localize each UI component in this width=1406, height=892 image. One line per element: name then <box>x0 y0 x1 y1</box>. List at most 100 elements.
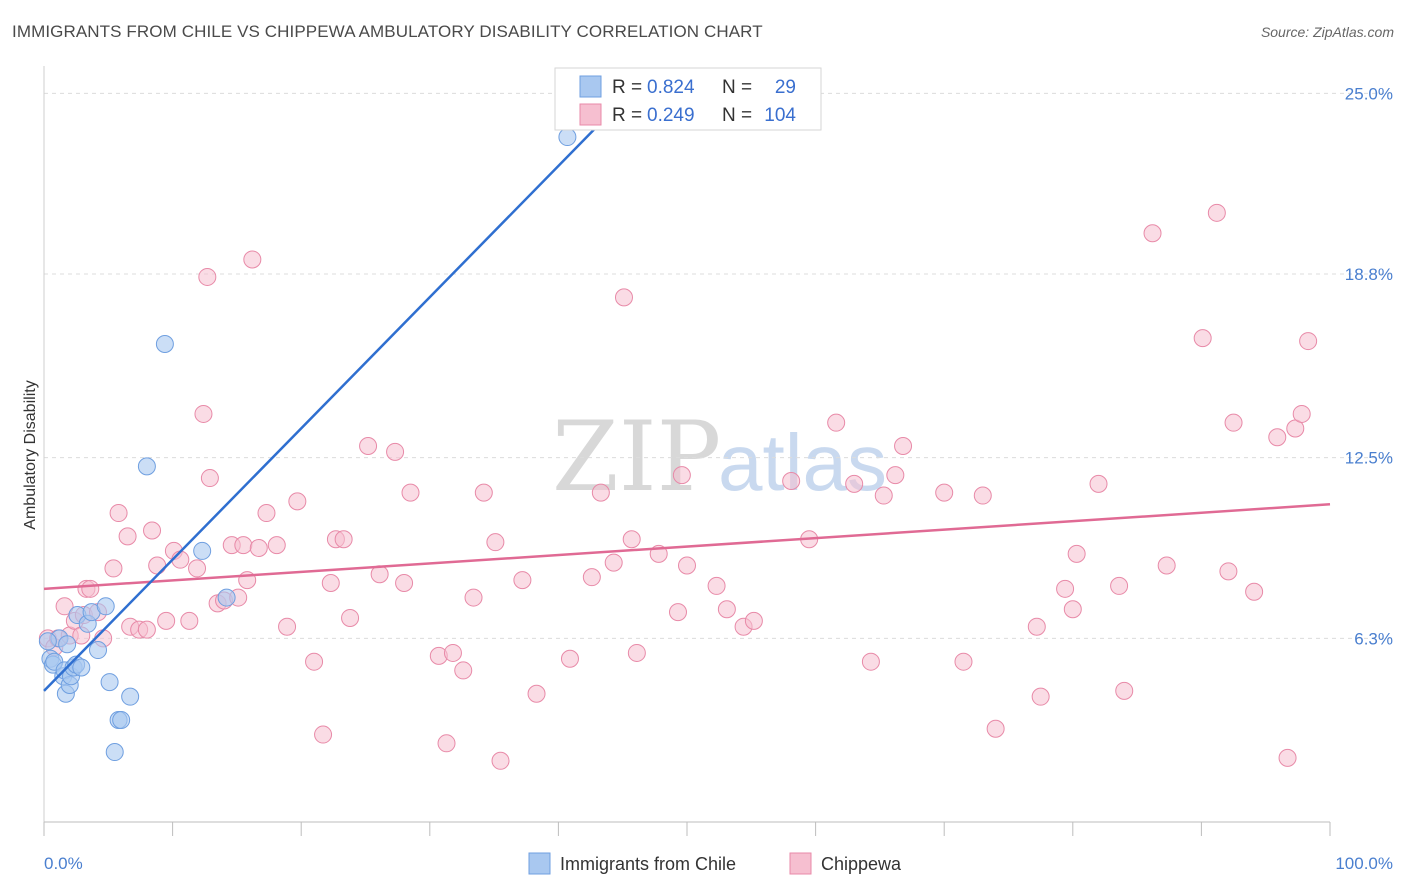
chippewa-point <box>81 579 100 598</box>
watermark-zip: ZIP <box>552 401 721 513</box>
chippewa-point <box>707 576 726 595</box>
x-tick-label-max: 100.0% <box>1335 854 1393 873</box>
chippewa-point <box>321 573 340 592</box>
chippewa-point <box>894 437 913 455</box>
stats-n-label-chippewa: N = <box>722 105 752 126</box>
stats-swatch-chile <box>579 75 602 98</box>
chippewa-point <box>486 533 505 552</box>
chippewa-point <box>1299 332 1318 351</box>
chile-point <box>89 641 108 660</box>
chippewa-point <box>874 486 893 505</box>
chippewa-point <box>986 719 1005 738</box>
chile-point <box>58 635 77 654</box>
y-tick-label: 6.3% <box>1354 629 1393 648</box>
chippewa-point <box>437 734 456 753</box>
chippewa-point <box>137 620 156 639</box>
chippewa-point <box>954 652 973 671</box>
chippewa-point <box>386 442 405 461</box>
chippewa-point <box>443 643 462 662</box>
chippewa-point <box>614 288 633 307</box>
chile-point <box>217 588 236 607</box>
chippewa-point <box>200 469 219 488</box>
chippewa-series <box>38 203 1318 770</box>
chippewa-point <box>886 466 905 485</box>
chippewa-point <box>118 527 137 546</box>
chippewa-point <box>717 600 736 619</box>
chippewa-point <box>1063 600 1082 619</box>
chippewa-point <box>334 530 353 549</box>
chippewa-point <box>1027 617 1046 636</box>
chile-point <box>38 632 57 651</box>
chippewa-point <box>464 588 483 607</box>
chippewa-point <box>194 404 213 423</box>
chippewa-point <box>474 483 493 502</box>
chippewa-point <box>678 556 696 575</box>
chile-point <box>96 597 115 616</box>
chippewa-point <box>1193 329 1212 348</box>
stats-r-label-chile: R = <box>612 77 642 98</box>
chippewa-point <box>1067 544 1086 563</box>
chart-title: IMMIGRANTS FROM CHILE VS CHIPPEWA AMBULA… <box>12 22 763 41</box>
chippewa-point <box>314 725 333 744</box>
chippewa-point <box>582 568 601 587</box>
chippewa-point <box>1056 579 1075 598</box>
chippewa-point <box>513 571 532 590</box>
chippewa-point <box>143 521 162 540</box>
chippewa-point <box>827 413 846 432</box>
y-tick-label: 12.5% <box>1345 449 1393 468</box>
trend-lines <box>43 109 1331 692</box>
watermark: ZIP atlas <box>552 401 887 513</box>
chippewa-point <box>1219 562 1238 581</box>
chippewa-point <box>305 652 324 671</box>
chile-point <box>193 541 212 560</box>
stats-n-label-chile: N = <box>722 77 752 98</box>
chippewa-point <box>198 267 217 286</box>
chippewa-point <box>267 536 286 555</box>
chippewa-point <box>148 556 167 575</box>
chippewa-point <box>234 536 253 555</box>
chippewa-point <box>288 492 307 511</box>
chippewa-point <box>401 483 420 502</box>
chippewa-point <box>527 684 546 703</box>
chippewa-point <box>1292 404 1311 423</box>
chippewa-point <box>1245 582 1264 601</box>
chile-point <box>121 687 140 706</box>
chippewa-point <box>395 573 414 592</box>
chippewa-point <box>249 539 268 558</box>
stats-box: R = 0.824 N = 29 R = 0.249 N = 104 <box>554 67 822 131</box>
chippewa-point <box>454 661 473 680</box>
chippewa-point <box>782 471 801 490</box>
chippewa-trend-line <box>43 503 1331 591</box>
axes <box>43 66 1331 836</box>
chippewa-point <box>104 559 123 578</box>
x-tick-label-min: 0.0% <box>44 854 83 873</box>
y-tick-labels: 6.3% 12.5% 18.8% 25.0% <box>1345 84 1393 648</box>
chippewa-point <box>861 652 880 671</box>
chippewa-point <box>491 751 510 770</box>
chile-point <box>137 457 156 476</box>
chippewa-point <box>672 466 691 485</box>
chippewa-point <box>935 483 954 502</box>
chippewa-point <box>1031 687 1050 706</box>
chippewa-point <box>1157 556 1176 575</box>
chippewa-point <box>744 611 763 630</box>
chippewa-point <box>1207 203 1226 222</box>
stats-r-label-chippewa: R = <box>612 105 642 126</box>
legend: Immigrants from Chile Chippewa <box>528 852 902 875</box>
chippewa-point <box>1110 576 1129 595</box>
chippewa-point <box>257 504 276 523</box>
chippewa-point <box>341 608 360 627</box>
stats-n-value-chippewa: 104 <box>764 105 796 126</box>
legend-label-chippewa: Chippewa <box>821 854 902 874</box>
chippewa-point <box>157 611 176 630</box>
chile-point <box>105 743 124 762</box>
chile-point <box>155 334 174 353</box>
stats-n-value-chile: 29 <box>775 77 796 98</box>
y-tick-label: 25.0% <box>1345 84 1393 103</box>
chippewa-point <box>668 603 687 622</box>
chippewa-point <box>1115 681 1134 700</box>
chart-source: Source: ZipAtlas.com <box>1260 24 1394 40</box>
chippewa-point <box>278 617 297 636</box>
stats-r-value-chippewa: 0.249 <box>647 105 695 126</box>
